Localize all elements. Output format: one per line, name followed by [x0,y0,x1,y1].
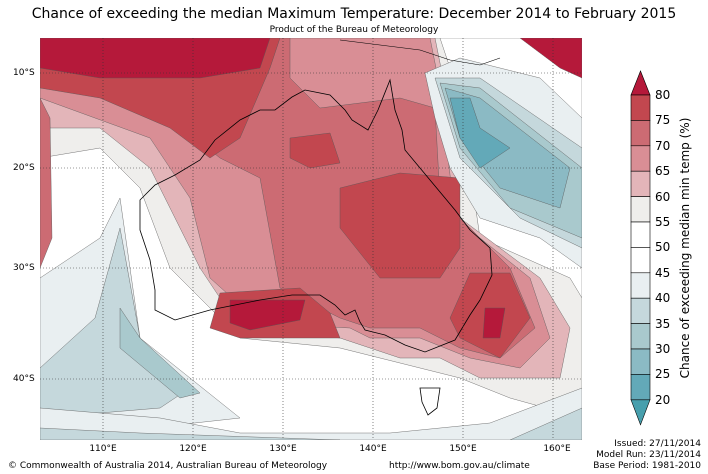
base-period: Base Period: 1981-2010 [593,461,701,471]
lon-label: 140°E [359,444,387,454]
lon-label: 150°E [449,444,477,454]
band-75-80 [339,172,461,279]
colorbar-band [630,145,651,172]
band-80-plus [40,38,271,79]
issued-date: Issued: 27/11/2014 [614,439,701,449]
tasmania-coastline [419,387,441,416]
colorbar-tick-label: 60 [655,189,671,204]
graticule [40,38,582,440]
colorbar-band [630,323,651,350]
colorbar-over-triangle [630,70,651,96]
band-40-45 [40,387,582,440]
band-35-40 [40,427,341,440]
band-80-plus [229,299,306,331]
colorbar-band [630,247,651,274]
colorbar-band [630,170,651,197]
model-run-date: Model Run: 23/11/2014 [596,450,701,460]
band-75-80 [289,132,341,169]
colorbar-tick-label: 80 [655,88,671,102]
colorbar-tick-label: 55 [655,215,671,229]
colorbar-band [630,272,651,299]
band-20-25 [449,97,511,169]
colorbar-tick-label: 75 [655,113,671,128]
colorbar-tick-label: 70 [655,138,671,153]
colorbar-band [630,196,651,223]
lon-label: 130°E [269,444,297,454]
band-30-35 [119,307,201,399]
colorbar-band [630,297,651,324]
australia-coastline [139,78,493,353]
colorbar-tick-label: 45 [655,265,671,280]
lat-label: 40°S [13,374,35,384]
lat-label: 20°S [13,163,35,173]
new-guinea-coastline [339,39,501,66]
colorbar-tick-label: 20 [655,392,671,407]
website-url[interactable]: http://www.bom.gov.au/climate [389,461,530,471]
lat-label: 10°S [13,68,35,78]
colorbar-label: Chance of exceeding median min temp (%) [678,117,692,379]
band-80-plus [519,38,582,79]
map-title: Chance of exceeding the median Maximum T… [31,6,677,22]
colorbar-tick-label: 65 [655,164,671,179]
colorbar-under-triangle [630,399,651,426]
colorbar-tick-label: 25 [655,367,671,382]
band-80-plus [482,307,506,339]
colorbar-tick-label: 30 [655,342,671,356]
lat-label: 30°S [13,263,35,273]
band-35-40 [509,407,582,440]
band-70-75-west [40,97,53,269]
lon-label: 120°E [179,444,207,454]
lon-label: 110°E [89,444,117,454]
colorbar-band [630,94,651,121]
colorbar-band [630,221,651,248]
map-subtitle: Product of the Bureau of Meteorology [269,25,439,35]
colorbar-tick-label: 40 [655,291,671,306]
colorbar-band [630,374,651,401]
colorbar-band [630,348,651,375]
lon-label: 160°E [543,444,571,454]
colorbar [630,70,651,426]
colorbar-tick-label: 50 [655,240,671,255]
colorbar-band [630,120,651,147]
copyright: © Commonwealth of Australia 2014, Austra… [8,461,328,471]
colorbar-tick-label: 35 [655,316,671,331]
